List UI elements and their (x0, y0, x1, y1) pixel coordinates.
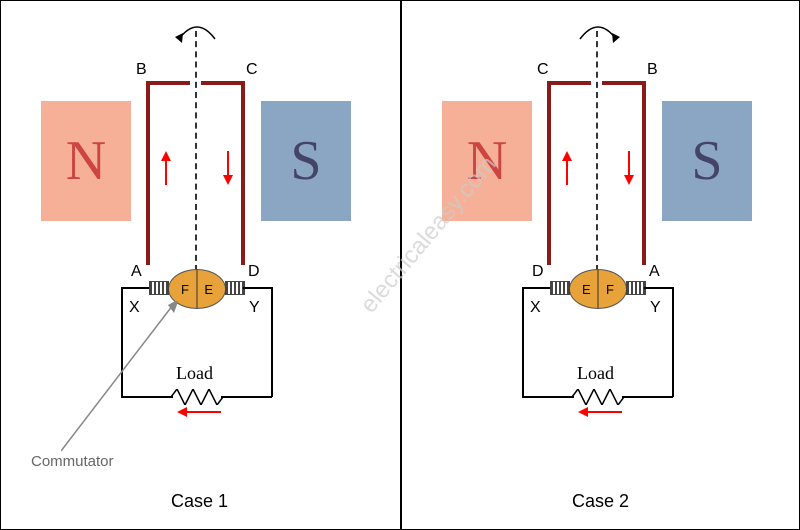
wire (622, 396, 673, 398)
case-title: Case 2 (572, 491, 629, 512)
commutator: E F (569, 269, 625, 307)
case-title: Case 1 (171, 491, 228, 512)
commutator-pointer-label: Commutator (31, 453, 114, 470)
current-arrow-down-icon (221, 151, 235, 185)
magnet-south: S (261, 101, 351, 221)
commutator-pointer-icon (61, 301, 191, 466)
node-b-label: B (647, 61, 658, 79)
magnet-north: N (442, 101, 532, 221)
rotation-arrow-icon (171, 19, 223, 50)
load-label: Load (577, 363, 614, 384)
magnet-south: S (662, 101, 752, 221)
node-a-label: A (649, 263, 660, 281)
node-c-label: C (246, 61, 258, 79)
current-flow-arrow-icon (578, 405, 622, 424)
wire (271, 287, 273, 397)
panel-case1: N S B C A D F E X Y (1, 1, 400, 529)
brush-x (149, 281, 169, 295)
diagram-canvas: N S B C A D F E X Y (0, 0, 800, 530)
commutator-segment-right: E (204, 282, 213, 297)
brush-y-label: Y (650, 299, 661, 317)
wire (121, 287, 149, 289)
brush-x-label: X (530, 299, 541, 317)
wire (522, 396, 574, 398)
rotation-axis (596, 31, 598, 271)
brush-y-label: Y (249, 299, 260, 317)
commutator-segment-left: F (181, 282, 189, 297)
current-arrow-up-icon (560, 151, 574, 185)
node-a-label: A (131, 263, 142, 281)
wire (644, 287, 672, 289)
commutator-segment-left: E (582, 282, 591, 297)
node-d-label: D (532, 263, 544, 281)
wire (672, 287, 674, 397)
brush-y (225, 281, 245, 295)
magnet-north: N (41, 101, 131, 221)
wire (221, 396, 272, 398)
node-d-label: D (248, 263, 260, 281)
commutator-segment-right: F (606, 282, 614, 297)
rotation-axis (195, 31, 197, 271)
brush-x (550, 281, 570, 295)
current-arrow-up-icon (159, 151, 173, 185)
rotation-arrow-icon (572, 19, 624, 50)
brush-y (626, 281, 646, 295)
wire (522, 287, 550, 289)
node-c-label: C (537, 61, 549, 79)
current-arrow-down-icon (622, 151, 636, 185)
wire (522, 287, 524, 397)
node-b-label: B (136, 61, 147, 79)
wire (243, 287, 271, 289)
panel-case2: N S C B D A E F X Y (402, 1, 800, 529)
